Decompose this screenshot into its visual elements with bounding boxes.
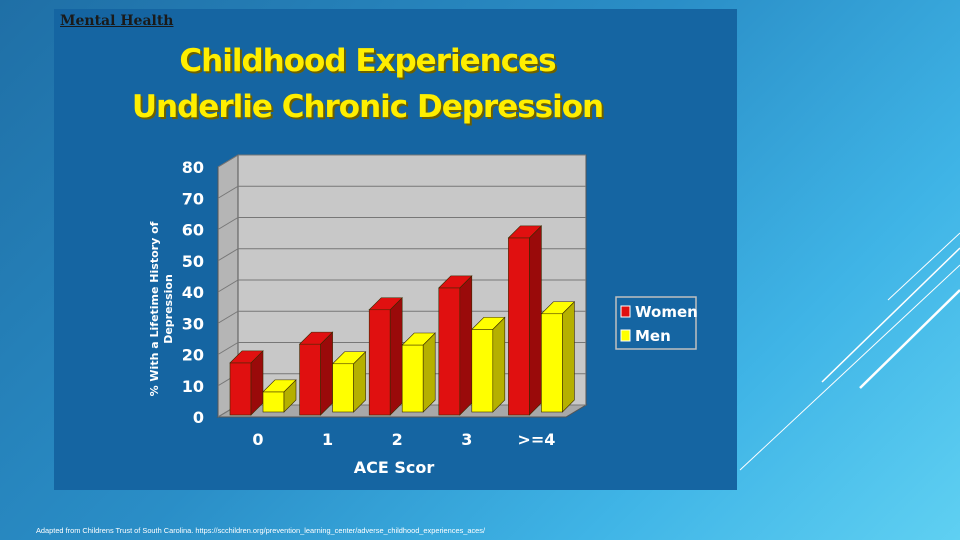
bar-top-women-3 [438,275,473,289]
bar-top-women-1 [298,331,334,345]
y-tick-label: 50 [182,252,204,271]
gridline-side [217,217,239,230]
gridline-side [217,279,239,293]
y-tick-label: 40 [182,283,204,302]
bar-men-0 [262,391,285,413]
legend-swatch-women [620,305,631,318]
y-tick-label: 80 [182,158,204,177]
legend-label-women: Women [635,303,698,321]
bar-side-women-1 [320,331,333,416]
chart-slide-image: Mental Health Childhood Experiences Unde… [54,9,737,490]
bar-chart: 0 10 20 30 40 50 60 70 80 0 1 2 3 >=4 ACE Scor % With a… [148,154,698,477]
gridline-side [217,310,239,324]
brand-label: Mental Health [60,13,174,29]
x-axis-label: ACE Scor [354,458,435,477]
legend-swatch-men [620,329,631,342]
bar-side-women-2 [389,297,403,416]
y-tick-label: 60 [182,221,204,240]
bar-women-2 [368,309,391,416]
gridline-side [217,185,239,199]
source-footnote: Adapted from Childrens Trust of South Ca… [36,526,486,535]
gridline-side [217,342,239,355]
y-tick-label: 70 [182,189,204,208]
bar-top-women-0 [229,350,264,364]
x-tick-label: 0 [252,430,263,449]
x-tick-label: 3 [461,430,472,449]
bar-top-men-0 [262,379,297,393]
gridline-side [217,154,239,168]
x-tick-label: 2 [392,430,403,449]
y-axis-label-line2: Depression [162,274,175,344]
bar-women-0 [229,362,252,416]
bar-men-4 [541,313,563,413]
bar-side-men-3 [492,316,506,413]
bar-side-women-4 [529,225,542,416]
bar-top-women-2 [368,297,403,311]
y-axis-label-line1: % With a Lifetime History of [148,221,161,396]
bar-women-1 [299,343,321,416]
bar-women-4 [508,237,530,416]
bar-men-2 [401,344,424,413]
bar-top-men-4 [540,301,576,315]
bar-side-men-2 [422,332,436,413]
x-tick-label: 1 [322,430,333,449]
bar-side-men-4 [562,301,575,413]
bar-men-3 [471,329,494,413]
y-tick-label: 0 [193,408,204,427]
y-tick-label: 30 [182,314,204,333]
bar-top-men-1 [331,351,367,365]
y-tick-label: 10 [182,377,204,396]
slide-title-line2: Underlie Chronic Depression [131,89,604,125]
gridline-side [217,248,239,262]
bar-top-women-4 [507,225,543,239]
x-tick-label: >=4 [517,430,555,449]
bar-top-men-2 [401,332,436,346]
y-tick-label: 20 [182,346,204,365]
bar-top-men-3 [471,317,506,330]
bar-women-3 [438,287,461,416]
legend-label-men: Men [635,327,671,345]
bar-side-women-3 [459,275,473,416]
slide-title-line1: Childhood Experiences [179,43,556,79]
bar-men-1 [332,363,354,413]
